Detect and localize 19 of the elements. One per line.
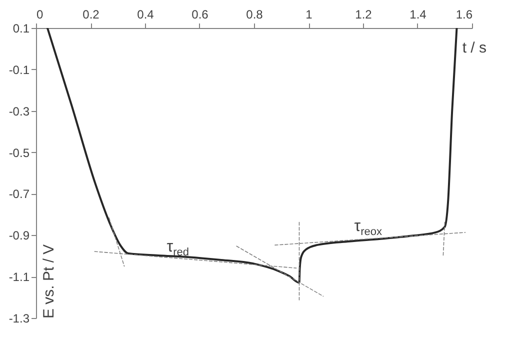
x-tick-label: 0.2 [82, 8, 100, 22]
y-tick-label: -0.3 [8, 104, 30, 118]
y-tick-label: -0.5 [8, 146, 30, 160]
y-tick-label: -0.7 [8, 187, 30, 202]
x-tick-label: 0.8 [246, 8, 264, 22]
y-tick-label: 0.1 [12, 22, 30, 36]
x-tick-label: 0.6 [192, 8, 209, 22]
y-tick-label: -0.9 [8, 228, 30, 243]
x-tick-label: 1.4 [410, 8, 427, 22]
y-axis-title: E vs. Pt / V [40, 244, 58, 318]
x-tick-label: 1 [306, 8, 313, 22]
y-tick-label: -1.3 [8, 312, 30, 326]
y-tick-label: -1.1 [8, 270, 30, 284]
x-tick-label: 1.2 [355, 8, 372, 22]
x-tick-label: 1.6 [456, 8, 473, 22]
x-tick-label: 0.4 [137, 8, 154, 22]
x-axis-title: t / s [462, 40, 486, 56]
x-tick-label: 0 [36, 8, 44, 22]
y-tick-label: -0.1 [8, 62, 30, 77]
